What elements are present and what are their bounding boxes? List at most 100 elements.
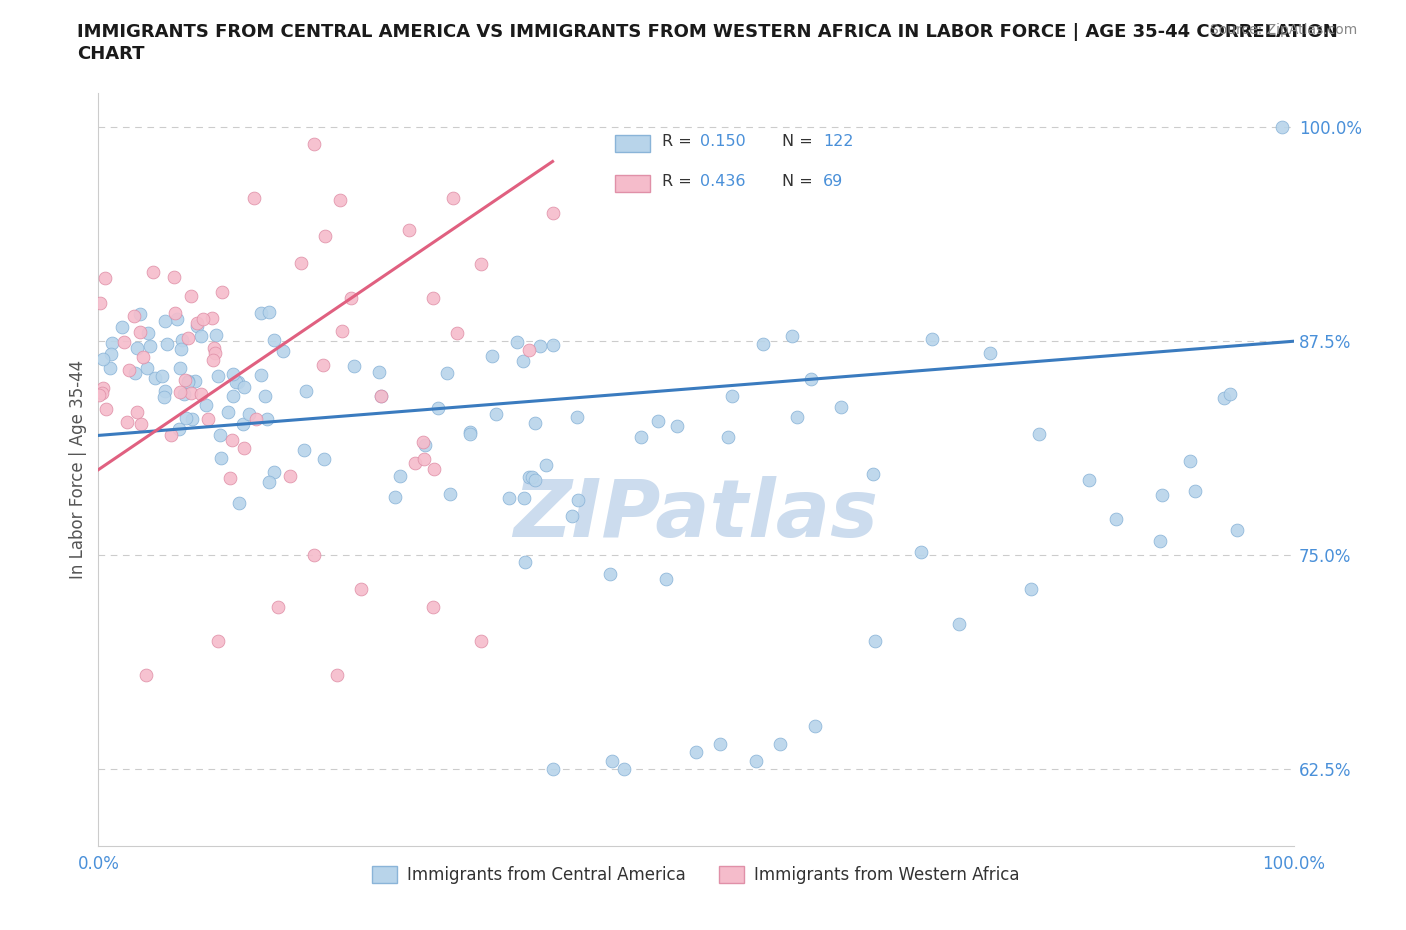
Point xyxy=(865,633,887,648)
Point xyxy=(948,617,970,631)
Point xyxy=(139,339,162,353)
Point xyxy=(524,415,547,430)
Point xyxy=(370,389,392,404)
Point xyxy=(207,368,229,383)
Point xyxy=(830,399,852,414)
Point xyxy=(339,290,361,305)
Point xyxy=(111,320,134,335)
Point xyxy=(150,369,173,384)
Point xyxy=(1150,487,1173,502)
Point xyxy=(517,469,540,484)
Text: CHART: CHART xyxy=(77,45,145,62)
Point xyxy=(413,451,436,466)
Point xyxy=(114,334,136,349)
Point xyxy=(156,337,179,352)
Point xyxy=(745,753,768,768)
Point xyxy=(295,383,318,398)
Point xyxy=(129,325,152,339)
Point xyxy=(98,361,121,376)
Point xyxy=(458,427,481,442)
Point xyxy=(665,418,688,433)
Point xyxy=(1225,523,1247,538)
Point xyxy=(384,489,406,504)
Point xyxy=(1078,473,1101,488)
Point xyxy=(541,338,564,352)
Point xyxy=(209,451,232,466)
Point xyxy=(441,190,464,205)
Point xyxy=(177,375,200,390)
Point xyxy=(257,304,280,319)
Point xyxy=(245,411,267,426)
Point xyxy=(717,429,740,444)
Point xyxy=(135,361,157,376)
Point xyxy=(169,361,191,376)
Point xyxy=(523,472,546,487)
Point xyxy=(1219,387,1241,402)
Point xyxy=(517,342,540,357)
Point xyxy=(1105,512,1128,526)
Point xyxy=(1271,120,1294,135)
Point xyxy=(599,566,621,581)
Point xyxy=(921,332,943,347)
Point xyxy=(124,365,146,380)
Point xyxy=(122,309,145,324)
Point xyxy=(96,402,118,417)
Point xyxy=(153,390,176,405)
Point xyxy=(302,548,325,563)
Point xyxy=(181,411,204,426)
Point xyxy=(1028,427,1050,442)
Point xyxy=(180,289,202,304)
Point xyxy=(186,319,208,334)
Point xyxy=(278,469,301,484)
Point xyxy=(222,366,245,381)
Point xyxy=(136,326,159,340)
Point xyxy=(172,333,194,348)
Point xyxy=(685,745,707,760)
Point xyxy=(118,363,141,378)
Point xyxy=(165,306,187,321)
Point xyxy=(330,324,353,339)
Point xyxy=(602,753,624,768)
Point xyxy=(233,441,256,456)
Point xyxy=(426,401,449,416)
Point xyxy=(180,386,202,401)
Text: ZIPatlas: ZIPatlas xyxy=(513,476,879,554)
Point xyxy=(263,333,285,348)
Point xyxy=(169,385,191,400)
Point xyxy=(89,387,111,402)
Point xyxy=(228,495,250,510)
Point xyxy=(202,352,225,367)
Point xyxy=(565,410,588,425)
Point xyxy=(312,452,335,467)
Point xyxy=(250,367,273,382)
Point xyxy=(343,359,366,374)
Point xyxy=(709,737,731,751)
Point xyxy=(470,633,492,648)
Point xyxy=(256,411,278,426)
Point xyxy=(166,312,188,326)
Point xyxy=(263,464,285,479)
Point xyxy=(485,407,508,422)
Point xyxy=(326,668,349,683)
Point xyxy=(132,350,155,365)
Point xyxy=(205,328,228,343)
Point xyxy=(115,415,138,430)
Point xyxy=(780,328,803,343)
Point xyxy=(211,285,233,299)
Point xyxy=(1019,582,1042,597)
Point xyxy=(804,719,827,734)
Point xyxy=(436,365,458,380)
Point xyxy=(91,380,114,395)
Point xyxy=(470,257,492,272)
Point xyxy=(314,229,336,244)
Point xyxy=(1178,453,1201,468)
Point xyxy=(160,428,183,443)
Point xyxy=(422,599,444,614)
Point xyxy=(398,222,420,237)
Point xyxy=(91,386,114,401)
Point xyxy=(498,491,520,506)
Point xyxy=(153,384,176,399)
Point xyxy=(786,409,808,424)
Point xyxy=(529,339,551,354)
Point xyxy=(267,599,290,614)
